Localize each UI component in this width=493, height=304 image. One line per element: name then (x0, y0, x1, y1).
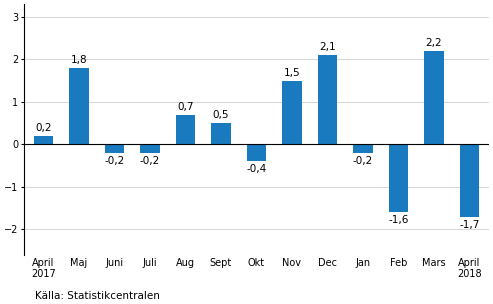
Text: 0,7: 0,7 (177, 102, 194, 112)
Bar (353, 144, 373, 153)
Text: 1,5: 1,5 (283, 68, 300, 78)
Text: -0,4: -0,4 (246, 164, 267, 174)
Bar (317, 55, 337, 144)
Text: 0,5: 0,5 (213, 110, 229, 120)
Bar (459, 144, 479, 217)
Bar (105, 144, 124, 153)
Text: 1,8: 1,8 (71, 55, 87, 65)
Text: 0,2: 0,2 (35, 123, 52, 133)
Bar (34, 136, 53, 144)
Bar (282, 81, 302, 144)
Text: -0,2: -0,2 (353, 156, 373, 166)
Text: Källa: Statistikcentralen: Källa: Statistikcentralen (35, 291, 159, 301)
Bar (424, 51, 444, 144)
Text: 2,1: 2,1 (319, 42, 336, 52)
Bar (141, 144, 160, 153)
Bar (70, 68, 89, 144)
Text: -0,2: -0,2 (140, 156, 160, 166)
Bar (388, 144, 408, 212)
Text: -1,6: -1,6 (388, 216, 409, 226)
Text: -1,7: -1,7 (459, 220, 480, 230)
Bar (246, 144, 266, 161)
Bar (176, 115, 195, 144)
Text: 2,2: 2,2 (425, 38, 442, 48)
Bar (211, 123, 231, 144)
Text: -0,2: -0,2 (105, 156, 125, 166)
